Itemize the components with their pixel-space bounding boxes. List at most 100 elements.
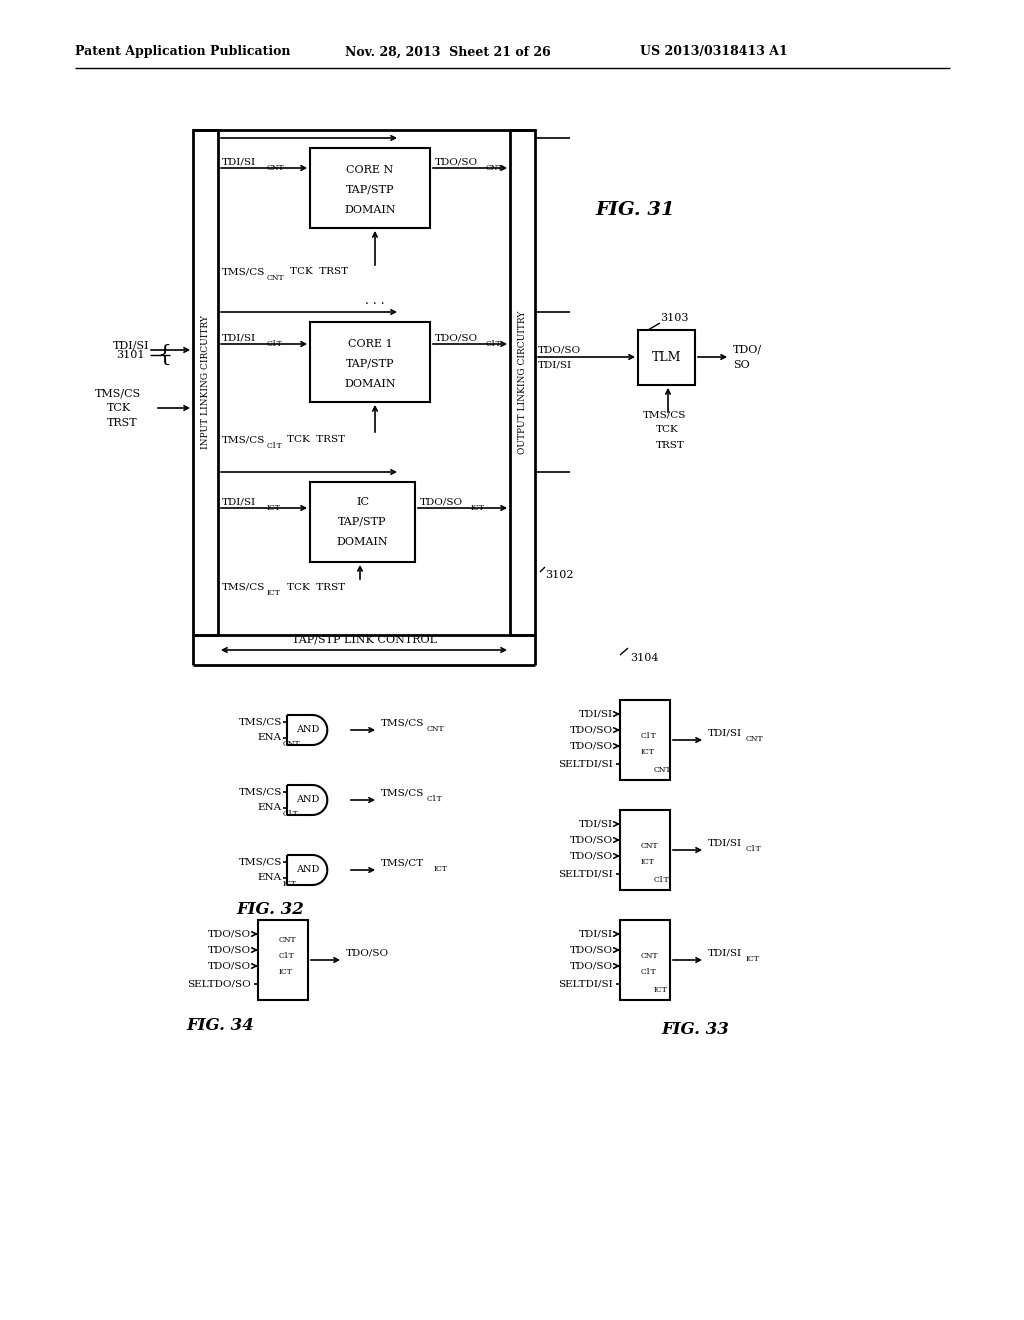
Text: 3101: 3101 — [117, 350, 145, 360]
Text: DOMAIN: DOMAIN — [344, 379, 396, 389]
Text: ICT: ICT — [267, 504, 281, 512]
Text: TDI/SI: TDI/SI — [579, 929, 613, 939]
Text: AND: AND — [296, 796, 319, 804]
Text: SELTDI/SI: SELTDI/SI — [558, 870, 613, 879]
Text: CNT: CNT — [427, 725, 444, 733]
Text: 3104: 3104 — [630, 653, 658, 663]
Bar — [258, 920, 308, 1001]
Text: FIG. 34: FIG. 34 — [186, 1016, 254, 1034]
Text: TDI/SI: TDI/SI — [708, 838, 742, 847]
Text: TMS/CS: TMS/CS — [643, 411, 686, 420]
Text: C1T: C1T — [486, 341, 502, 348]
Text: 3102: 3102 — [545, 570, 573, 579]
Text: CNT: CNT — [283, 741, 301, 748]
Text: TDO/SO: TDO/SO — [435, 334, 478, 342]
Bar — [310, 322, 430, 403]
Text: DOMAIN: DOMAIN — [337, 537, 388, 546]
Bar — [310, 482, 415, 562]
Text: {: { — [157, 345, 171, 366]
Text: INPUT LINKING CIRCUITRY: INPUT LINKING CIRCUITRY — [201, 315, 210, 449]
Text: 3103: 3103 — [660, 313, 688, 323]
Bar — [193, 129, 218, 635]
Text: TAP/STP: TAP/STP — [346, 185, 394, 195]
Text: ICT: ICT — [283, 880, 297, 888]
Text: SELTDO/SO: SELTDO/SO — [187, 979, 251, 989]
Bar — [620, 700, 670, 780]
Text: C1T: C1T — [641, 968, 656, 975]
Text: TMS/CS: TMS/CS — [95, 388, 141, 399]
Text: TDO/SO: TDO/SO — [208, 945, 251, 954]
Text: TDO/: TDO/ — [733, 345, 762, 355]
Text: ICT: ICT — [746, 954, 760, 964]
Text: TMS/CS: TMS/CS — [222, 268, 265, 276]
Text: TAP/STP: TAP/STP — [346, 359, 394, 370]
Text: C1T: C1T — [641, 733, 656, 741]
Text: TDO/SO: TDO/SO — [570, 836, 613, 845]
Text: CNT: CNT — [486, 164, 504, 172]
Text: AND: AND — [296, 726, 319, 734]
Text: ICT: ICT — [434, 865, 447, 873]
Text: TDO/SO: TDO/SO — [420, 498, 463, 507]
Text: ICT: ICT — [654, 986, 668, 994]
Text: CNT: CNT — [279, 936, 297, 944]
Bar — [510, 129, 535, 635]
Text: TDO/SO: TDO/SO — [346, 949, 389, 957]
Text: DOMAIN: DOMAIN — [344, 205, 396, 215]
Text: TDI/SI: TDI/SI — [579, 820, 613, 829]
Text: TDI/SI: TDI/SI — [708, 949, 742, 957]
Text: TDI/SI: TDI/SI — [222, 334, 256, 342]
Bar — [310, 148, 430, 228]
Text: TMS/CS: TMS/CS — [239, 718, 282, 726]
Bar — [620, 920, 670, 1001]
Text: TDI/SI: TDI/SI — [222, 498, 256, 507]
Text: TCK  TRST: TCK TRST — [290, 268, 348, 276]
Text: Nov. 28, 2013  Sheet 21 of 26: Nov. 28, 2013 Sheet 21 of 26 — [345, 45, 551, 58]
Text: TMS/CS: TMS/CS — [381, 788, 424, 797]
Text: CNT: CNT — [654, 766, 672, 774]
Text: TMS/CT: TMS/CT — [381, 858, 424, 867]
Text: TDO/SO: TDO/SO — [570, 851, 613, 861]
Text: TAP/STP: TAP/STP — [338, 517, 387, 527]
Text: TCK: TCK — [656, 425, 679, 434]
Text: TDO/SO: TDO/SO — [570, 742, 613, 751]
Text: TDI/SI: TDI/SI — [113, 341, 150, 350]
Text: SELTDI/SI: SELTDI/SI — [558, 759, 613, 768]
Text: TDO/SO: TDO/SO — [570, 961, 613, 970]
Text: TDO/SO: TDO/SO — [435, 157, 478, 166]
Text: FIG. 33: FIG. 33 — [662, 1022, 729, 1039]
Text: TCK: TCK — [106, 403, 131, 413]
Text: SELTDI/SI: SELTDI/SI — [558, 979, 613, 989]
Text: TMS/CS: TMS/CS — [222, 582, 265, 591]
Text: TMS/CS: TMS/CS — [239, 858, 282, 866]
Text: CNT: CNT — [267, 275, 285, 282]
Text: TRST: TRST — [656, 441, 685, 450]
Text: IC: IC — [356, 498, 369, 507]
Text: Patent Application Publication: Patent Application Publication — [75, 45, 291, 58]
Text: TMS/CS: TMS/CS — [239, 788, 282, 796]
Text: CORE 1: CORE 1 — [348, 339, 392, 348]
Text: . . .: . . . — [366, 293, 385, 306]
Text: FIG. 31: FIG. 31 — [595, 201, 675, 219]
Text: ICT: ICT — [279, 968, 293, 975]
Text: CNT: CNT — [641, 952, 658, 960]
Text: TDI/SI: TDI/SI — [222, 157, 256, 166]
Text: C1T: C1T — [279, 952, 295, 960]
Text: TDO/SO: TDO/SO — [208, 929, 251, 939]
Text: OUTPUT LINKING CIRCUITRY: OUTPUT LINKING CIRCUITRY — [518, 310, 527, 454]
Text: TDO/SO: TDO/SO — [570, 726, 613, 734]
Text: TMS/CS: TMS/CS — [222, 436, 265, 445]
Text: ICT: ICT — [641, 858, 654, 866]
Text: TDO/SO: TDO/SO — [208, 961, 251, 970]
Text: SO: SO — [733, 360, 750, 370]
Text: AND: AND — [296, 866, 319, 874]
Bar — [638, 330, 695, 385]
Text: ENA: ENA — [258, 734, 282, 742]
Text: C1T: C1T — [427, 795, 442, 803]
Text: C1T: C1T — [283, 810, 299, 818]
Text: C1T: C1T — [267, 442, 283, 450]
Text: CNT: CNT — [746, 735, 764, 743]
Text: TCK  TRST: TCK TRST — [287, 436, 345, 445]
Text: FIG. 32: FIG. 32 — [237, 902, 304, 919]
Bar — [620, 810, 670, 890]
Text: TMS/CS: TMS/CS — [381, 718, 424, 727]
